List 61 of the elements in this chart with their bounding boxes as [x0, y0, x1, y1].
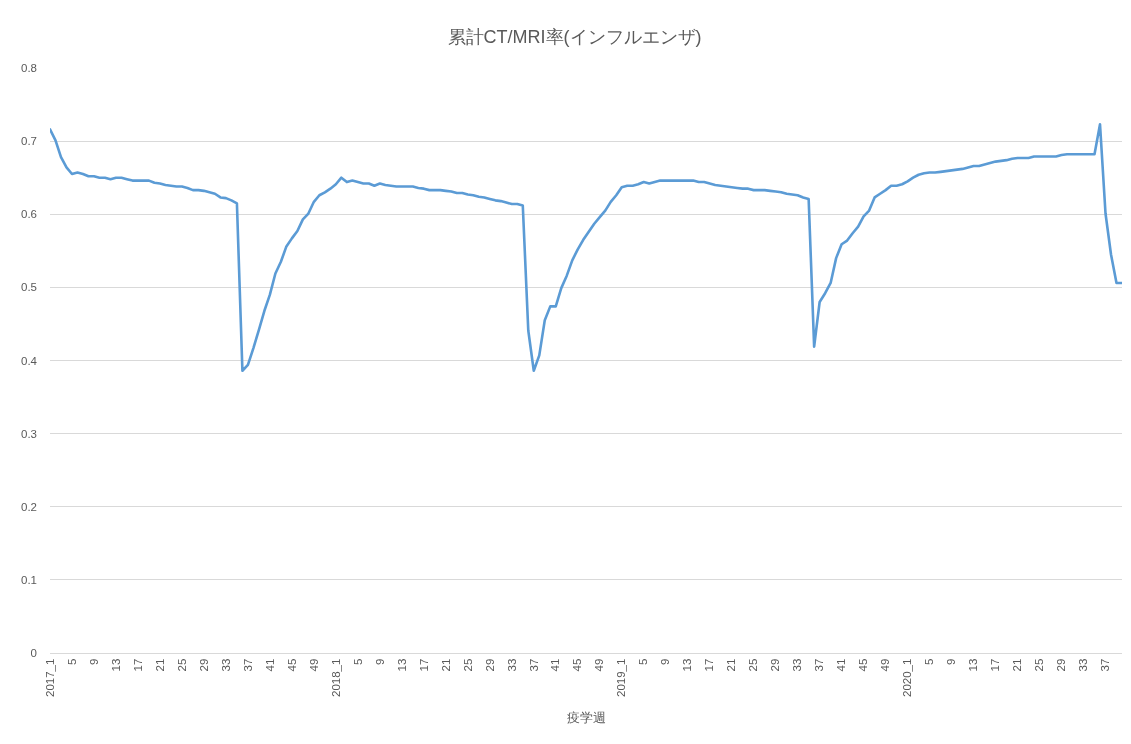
x-tick-label: 29 — [769, 658, 782, 672]
x-tick-label: 37 — [1099, 658, 1112, 672]
x-tick-label: 25 — [1033, 658, 1046, 672]
x-tick-label: 2018_1 — [329, 658, 342, 697]
x-tick-label: 45 — [285, 658, 298, 672]
y-tick-label: 0.3 — [21, 427, 37, 440]
x-tick-label: 45 — [571, 658, 584, 672]
x-tick-label: 33 — [1077, 658, 1090, 672]
x-tick-label: 21 — [439, 658, 452, 672]
x-tick-label: 25 — [747, 658, 760, 672]
x-tick-label: 13 — [395, 658, 408, 672]
x-tick-label: 17 — [989, 658, 1002, 672]
x-tick-label: 9 — [945, 658, 958, 666]
chart-title: 累計CT/MRI率(インフルエンザ) — [447, 27, 702, 48]
x-tick-label: 33 — [505, 658, 518, 672]
x-tick-label: 41 — [835, 658, 848, 672]
x-tick-label: 49 — [593, 658, 606, 672]
x-tick-label: 21 — [725, 658, 738, 672]
x-tick-label: 25 — [461, 658, 474, 672]
x-tick-label: 13 — [967, 658, 980, 672]
x-tick-label: 5 — [65, 658, 78, 666]
y-tick-label: 0.8 — [21, 62, 37, 75]
x-tick-label: 33 — [219, 658, 232, 672]
line-series — [50, 123, 1122, 373]
x-tick-label: 13 — [109, 658, 122, 672]
y-tick-label: 0 — [30, 647, 37, 660]
x-tick-label: 5 — [923, 658, 936, 666]
x-tick-label: 13 — [681, 658, 694, 672]
x-tick-label: 9 — [373, 658, 386, 666]
x-tick-label: 21 — [1011, 658, 1024, 672]
x-tick-label: 29 — [483, 658, 496, 672]
x-tick-label: 49 — [879, 658, 892, 672]
x-tick-label: 41 — [549, 658, 562, 672]
x-tick-label: 5 — [637, 658, 650, 666]
x-tick-label: 9 — [659, 658, 672, 666]
x-tick-label: 29 — [197, 658, 210, 672]
x-tick-label: 37 — [241, 658, 254, 672]
x-tick-label: 25 — [175, 658, 188, 672]
y-tick-label: 0.7 — [21, 135, 37, 148]
y-tick-label: 0.1 — [21, 573, 37, 586]
x-tick-label: 41 — [263, 658, 276, 672]
x-tick-label: 21 — [153, 658, 166, 672]
x-tick-label: 17 — [703, 658, 716, 672]
x-tick-label: 17 — [417, 658, 430, 672]
y-tick-label: 0.6 — [21, 208, 37, 221]
x-tick-label: 45 — [857, 658, 870, 672]
y-tick-label: 0.4 — [21, 354, 38, 367]
x-tick-label: 5 — [351, 658, 364, 666]
y-tick-label: 0.2 — [21, 500, 37, 513]
x-tick-label: 29 — [1055, 658, 1068, 672]
x-tick-label: 9 — [87, 658, 100, 666]
x-tick-label: 17 — [131, 658, 144, 672]
x-tick-label: 2019_1 — [615, 658, 628, 697]
y-tick-label: 0.5 — [21, 281, 37, 294]
x-tick-label: 2017_1 — [43, 658, 56, 697]
x-tick-label: 2020_1 — [901, 658, 914, 697]
x-axis-title: 疫学週 — [566, 709, 606, 725]
x-tick-label: 37 — [813, 658, 826, 672]
x-tick-label: 33 — [791, 658, 804, 672]
x-tick-label: 37 — [527, 658, 540, 672]
x-tick-label: 49 — [307, 658, 320, 672]
